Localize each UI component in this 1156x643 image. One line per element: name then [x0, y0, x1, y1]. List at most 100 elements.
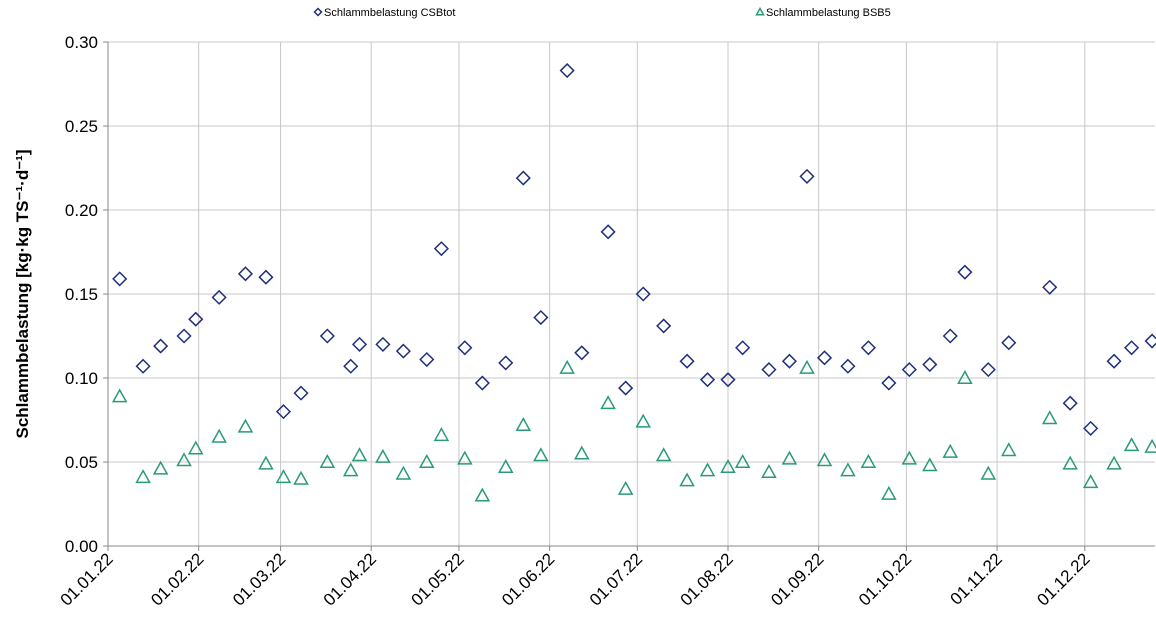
y-tick-label: 0.30 [65, 33, 98, 52]
triangle-marker [699, 462, 716, 477]
triangle-marker [351, 447, 368, 462]
diamond-marker [188, 311, 204, 327]
diamond-marker [1124, 340, 1140, 356]
diamond-marker [799, 168, 815, 184]
triangle-marker [1062, 455, 1078, 470]
triangle-marker [980, 465, 997, 480]
diamond-marker [922, 356, 938, 373]
legend-label: Schlammbelastung BSB5 [766, 7, 891, 19]
triangle-marker [942, 443, 959, 458]
diamond-marker [656, 318, 672, 334]
diamond-marker [781, 353, 797, 369]
triangle-marker [1000, 442, 1017, 457]
diamond-marker [735, 340, 751, 356]
diamond-marker [351, 336, 368, 352]
x-tick-label: 01.12.22 [1033, 549, 1093, 609]
triangle-marker [497, 458, 514, 473]
x-tick-label: 01.02.22 [147, 549, 207, 609]
diamond-marker [515, 170, 531, 186]
triangle-marker [237, 418, 254, 433]
diamond-marker [860, 340, 876, 356]
diamond-marker [635, 286, 651, 302]
triangle-marker [1123, 437, 1140, 452]
triangle-marker [457, 450, 473, 465]
triangle-marker [1041, 410, 1058, 425]
diamond-marker [901, 362, 917, 378]
triangle-marker [533, 447, 549, 462]
triangle-marker [655, 447, 672, 462]
triangle-marker [901, 450, 918, 465]
x-tick-label: 01.09.22 [767, 549, 827, 609]
diamond-marker [600, 224, 616, 240]
triangle-marker [755, 6, 765, 16]
y-tick-label: 0.15 [65, 285, 98, 304]
y-tick-label: 0.25 [65, 117, 98, 136]
triangle-marker [275, 469, 292, 484]
triangle-marker [375, 448, 391, 463]
triangle-marker [293, 470, 309, 485]
x-tick-label: 01.05.22 [408, 549, 468, 609]
triangle-marker [433, 427, 450, 442]
y-tick-label: 0.05 [65, 453, 98, 472]
diamond-marker [313, 7, 323, 17]
diamond-marker [176, 328, 192, 344]
diamond-marker [618, 380, 634, 396]
diamond-marker [942, 328, 958, 344]
diamond-marker [498, 355, 514, 371]
diamond-marker [840, 358, 856, 374]
x-tick-label: 01.04.22 [320, 549, 380, 609]
x-tick-label: 01.10.22 [855, 549, 915, 609]
diamond-marker [980, 362, 996, 378]
diamond-marker [457, 340, 473, 356]
triangle-marker [881, 485, 897, 500]
diamond-marker [679, 353, 695, 369]
diamond-marker [881, 375, 897, 391]
diamond-marker [258, 269, 274, 285]
triangle-marker [187, 440, 204, 455]
triangle-marker [816, 452, 833, 467]
diamond-marker [319, 328, 335, 344]
diamond-marker [419, 351, 435, 368]
diamond-marker [375, 336, 391, 352]
diamond-marker [433, 241, 449, 257]
diamond-marker [237, 266, 254, 282]
triangle-marker [559, 359, 575, 374]
triangle-marker [419, 453, 435, 468]
diamond-marker [816, 350, 833, 366]
triangle-marker [720, 458, 736, 473]
triangle-marker [734, 453, 751, 468]
diamond-marker [293, 385, 309, 401]
diamond-marker [559, 62, 575, 79]
y-tick-label: 0.10 [65, 369, 98, 388]
diamond-marker [135, 358, 151, 374]
triangle-marker [211, 428, 227, 443]
triangle-marker [761, 464, 777, 479]
diamond-marker [343, 358, 359, 374]
diamond-marker [574, 345, 590, 361]
diamond-marker [533, 309, 549, 326]
diamond-marker [699, 372, 716, 388]
y-axis-label: Schlammbelastung [kg·kg TS⁻¹·d⁻¹] [13, 149, 32, 438]
triangle-marker [342, 462, 359, 477]
diamond-marker [153, 338, 169, 354]
diamond-marker [1042, 279, 1058, 295]
triangle-marker [1082, 474, 1099, 489]
diamond-marker [761, 362, 777, 378]
triangle-marker [957, 369, 973, 384]
triangle-marker [1106, 455, 1122, 470]
triangle-marker [395, 465, 412, 480]
diamond-marker [474, 375, 490, 391]
triangle-marker [319, 453, 336, 468]
diamond-marker [1083, 420, 1099, 436]
triangle-marker [781, 450, 798, 465]
diamond-marker [395, 343, 411, 359]
y-tick-label: 0.00 [65, 537, 98, 556]
diamond-marker [275, 404, 292, 420]
triangle-marker [799, 359, 815, 374]
triangle-marker [176, 452, 192, 467]
legend-label: Schlammbelastung CSBtot [324, 7, 455, 19]
diamond-marker [211, 289, 227, 305]
triangle-marker [515, 416, 532, 431]
diamond-marker [957, 264, 973, 280]
